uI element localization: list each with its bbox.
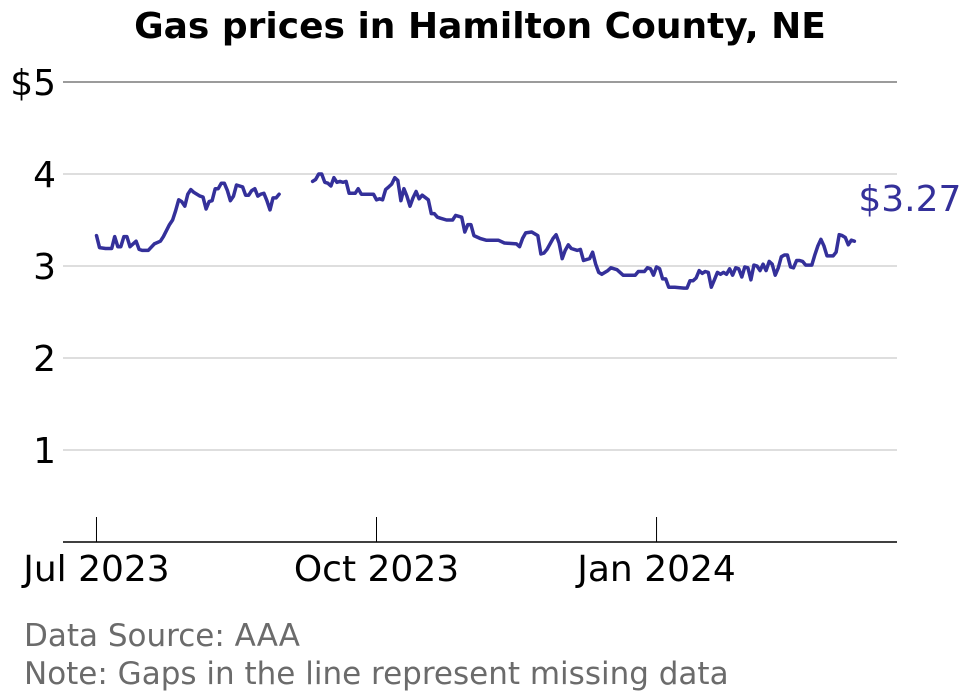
x-tick-label-0: Jul 2023 — [21, 549, 170, 590]
x-axis-ticks: Jul 2023 Oct 2023 Jan 2024 — [21, 517, 736, 590]
y-gridlines — [63, 81, 897, 451]
latest-price-label: $3.27 — [858, 179, 961, 220]
price-series — [94, 172, 857, 290]
missing-data-note: Note: Gaps in the line represent missing… — [24, 656, 729, 692]
y-tick-label-1: 1 — [33, 431, 56, 472]
price-line-segment-2 — [310, 172, 857, 290]
price-line-segment-1 — [94, 181, 281, 253]
y-tick-label-3: 3 — [33, 247, 56, 288]
y-tick-label-4: 4 — [33, 155, 56, 196]
y-axis-ticks: $5 4 3 2 1 — [10, 63, 56, 472]
data-source-note: Data Source: AAA — [24, 618, 300, 654]
chart-title: Gas prices in Hamilton County, NE — [134, 6, 826, 47]
x-tick-label-1: Oct 2023 — [294, 549, 459, 590]
x-tick-label-2: Jan 2024 — [575, 549, 736, 590]
y-tick-label-5: $5 — [10, 63, 56, 104]
y-tick-label-2: 2 — [33, 339, 56, 380]
